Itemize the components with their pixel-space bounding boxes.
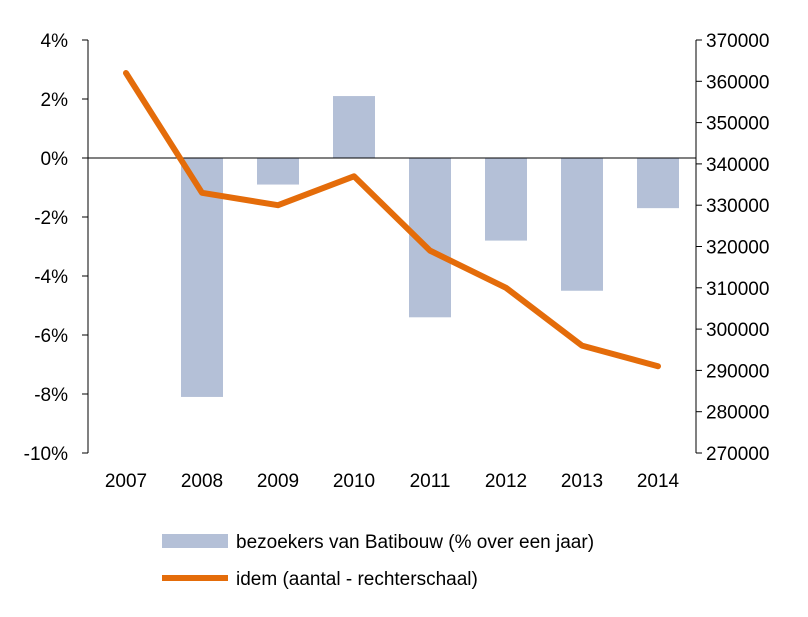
bar-2013 xyxy=(561,158,603,291)
right-tick-label: 350000 xyxy=(706,114,769,135)
right-tick-label: 340000 xyxy=(706,155,769,176)
x-tick-label: 2010 xyxy=(333,471,375,492)
left-tick-label: 0% xyxy=(41,149,69,170)
bar-2010 xyxy=(333,96,375,158)
left-axis-ticks: 4% 2% 0% -2% -4% -6% -8% -10% xyxy=(24,31,88,465)
legend: bezoekers van Batibouw (% over een jaar)… xyxy=(162,532,594,590)
x-tick-label: 2013 xyxy=(561,471,603,492)
left-tick-label: -4% xyxy=(34,267,68,288)
right-tick-label: 330000 xyxy=(706,196,769,217)
right-tick-label: 370000 xyxy=(706,31,769,52)
right-tick-label: 290000 xyxy=(706,361,769,382)
legend-label-bar: bezoekers van Batibouw (% over een jaar) xyxy=(236,532,594,553)
line-point-2011 xyxy=(429,250,431,252)
left-tick-label: -10% xyxy=(24,444,68,465)
line-point-2007 xyxy=(125,72,127,74)
bar-2009 xyxy=(257,158,299,185)
x-tick-label: 2012 xyxy=(485,471,527,492)
right-tick-label: 280000 xyxy=(706,403,769,424)
line-point-2013 xyxy=(581,345,583,347)
x-tick-label: 2014 xyxy=(637,471,680,492)
left-tick-label: 2% xyxy=(41,90,69,111)
x-tick-label: 2011 xyxy=(410,471,451,492)
legend-label-line: idem (aantal - rechterschaal) xyxy=(236,569,478,590)
right-tick-label: 300000 xyxy=(706,320,769,341)
line-point-2008 xyxy=(201,192,203,194)
line-layer xyxy=(123,70,661,370)
x-tick-label: 2009 xyxy=(257,471,299,492)
x-axis-ticks: 2007 2008 2009 2010 2011 2012 2013 2014 xyxy=(105,471,680,492)
right-tick-label: 360000 xyxy=(706,72,769,93)
line-point-2010 xyxy=(353,175,355,177)
x-tick-label: 2008 xyxy=(181,471,223,492)
axes-layer xyxy=(87,40,697,453)
line-point-2012 xyxy=(505,287,507,289)
line-point-2009 xyxy=(277,204,279,206)
bar-2014 xyxy=(637,158,679,209)
left-tick-label: -2% xyxy=(34,208,68,229)
legend-swatch-bar xyxy=(162,534,228,548)
right-tick-label: 310000 xyxy=(706,279,769,300)
right-axis-ticks: 370000 360000 350000 340000 330000 320000 3100… xyxy=(696,31,769,465)
right-tick-label: 320000 xyxy=(706,238,769,259)
left-tick-label: -8% xyxy=(34,385,68,406)
right-tick-label: 270000 xyxy=(706,444,769,465)
line-point-2014 xyxy=(657,365,659,367)
left-tick-label: -6% xyxy=(34,326,68,347)
left-tick-label: 4% xyxy=(41,31,69,52)
bar-2012 xyxy=(485,158,527,241)
line-series xyxy=(123,70,661,370)
x-tick-label: 2007 xyxy=(105,471,147,492)
